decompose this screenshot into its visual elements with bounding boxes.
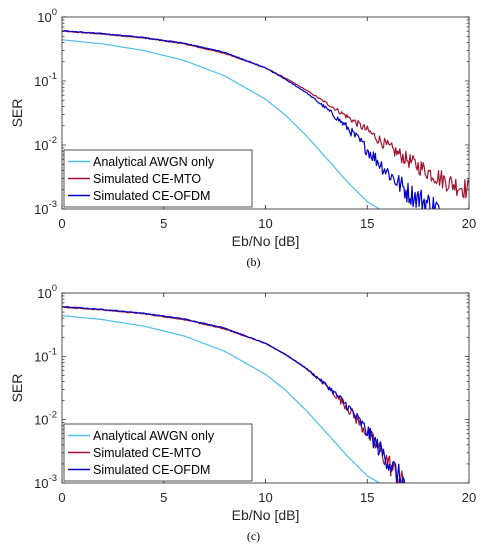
y-tick-label: 10-2 bbox=[34, 135, 57, 153]
series-group bbox=[62, 30, 469, 209]
y-axis-label: SER bbox=[9, 99, 25, 128]
legend-entry-analytical-awgn-only: Analytical AWGN only bbox=[93, 429, 215, 443]
x-tick-label: 20 bbox=[462, 490, 476, 505]
y-tick-label: 100 bbox=[37, 7, 57, 25]
y-tick-label: 10-3 bbox=[34, 199, 57, 217]
series-group bbox=[62, 305, 406, 483]
legend-entry-simulated-ce-mto: Simulated CE-MTO bbox=[93, 446, 201, 460]
x-tick-label: 0 bbox=[58, 216, 65, 231]
series-line-simulated-ce-ofdm bbox=[62, 30, 440, 209]
x-tick-label: 10 bbox=[258, 490, 272, 505]
x-axis-label: Eb/No [dB] bbox=[232, 507, 300, 523]
x-tick-label: 20 bbox=[462, 216, 476, 231]
x-tick-label: 5 bbox=[160, 490, 167, 505]
chart-panel-c: 0 5 10 15 20 100 10-1 10-2 10-3 Eb/No [dB] SER (c) A… bbox=[9, 283, 476, 543]
x-tick-label: 5 bbox=[160, 216, 167, 231]
y-tick-label: 10-2 bbox=[34, 410, 57, 428]
legend-box bbox=[63, 423, 253, 482]
legend: Analytical AWGN only Simulated CE-MTO Simu… bbox=[63, 423, 253, 482]
legend: Analytical AWGN only Simulated CE-MTO Simu… bbox=[63, 149, 253, 208]
panel-caption: (c) bbox=[247, 529, 260, 543]
y-tick-label: 10-1 bbox=[34, 71, 57, 89]
series-line-simulated-ce-ofdm bbox=[62, 305, 406, 483]
chart-panel-b: 0 5 10 15 20 100 10-1 10-2 10-3 Eb/No [dB] SER (b) A… bbox=[9, 7, 476, 269]
x-tick-label: 0 bbox=[58, 490, 65, 505]
legend-entry-simulated-ce-ofdm: Simulated CE-OFDM bbox=[93, 463, 210, 477]
legend-entry-simulated-ce-ofdm: Simulated CE-OFDM bbox=[93, 189, 210, 203]
series-line-analytical-awgn-only bbox=[62, 315, 380, 483]
x-tick-label: 10 bbox=[258, 216, 272, 231]
x-tick-label: 15 bbox=[360, 216, 374, 231]
y-tick-label: 10-3 bbox=[34, 473, 57, 491]
legend-entry-analytical-awgn-only: Analytical AWGN only bbox=[93, 155, 215, 169]
y-axis-label: SER bbox=[9, 374, 25, 403]
x-axis-label: Eb/No [dB] bbox=[232, 233, 300, 249]
y-tick-label: 100 bbox=[37, 283, 57, 301]
panel-caption: (b) bbox=[247, 255, 261, 269]
legend-box bbox=[63, 149, 253, 208]
legend-entry-simulated-ce-mto: Simulated CE-MTO bbox=[93, 172, 201, 186]
x-tick-label: 15 bbox=[360, 490, 374, 505]
y-tick-label: 10-1 bbox=[34, 346, 57, 364]
series-line-analytical-awgn-only bbox=[62, 39, 380, 209]
